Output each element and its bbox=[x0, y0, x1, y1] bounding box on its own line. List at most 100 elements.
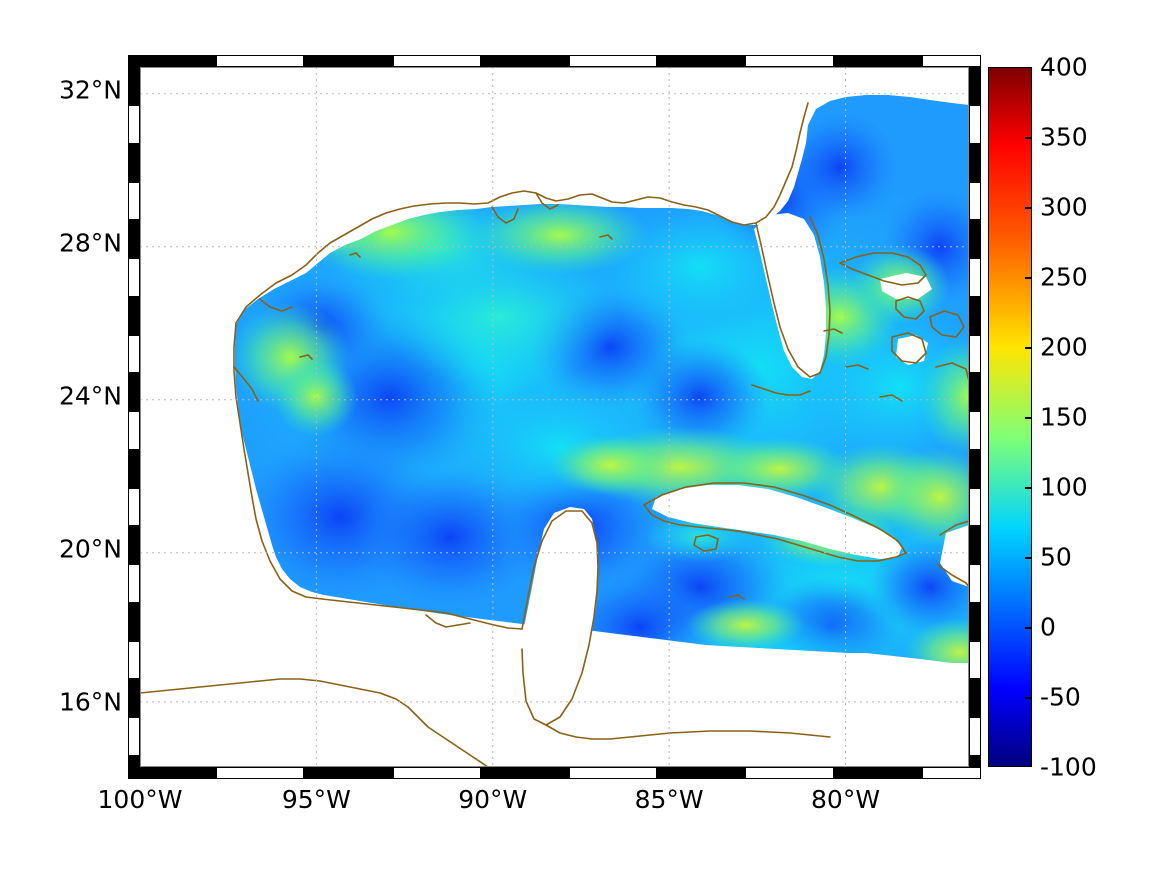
longitude-tick-label: 85°W bbox=[634, 785, 704, 814]
map-frame-segment bbox=[969, 373, 981, 412]
longitude-tick-label: 80°W bbox=[811, 785, 881, 814]
map-frame-top bbox=[128, 55, 981, 67]
colorbar-tick-mark bbox=[1025, 627, 1032, 629]
map-frame-segment bbox=[969, 258, 981, 297]
colorbar-tick-mark bbox=[1025, 557, 1032, 559]
map-frame-segment bbox=[128, 717, 140, 756]
map-frame-right bbox=[969, 67, 981, 767]
map-frame-segment bbox=[128, 105, 140, 144]
colorbar-tick-label: -50 bbox=[1040, 682, 1081, 712]
map-frame-segment bbox=[969, 296, 981, 335]
map-frame-segment bbox=[128, 143, 140, 182]
map-frame-segment bbox=[969, 679, 981, 718]
map-frame-segment bbox=[128, 296, 140, 335]
map-frame-segment bbox=[128, 755, 140, 767]
map-frame-segment bbox=[304, 55, 393, 67]
latitude-tick-label: 28°N bbox=[58, 228, 122, 258]
colorbar-tick-label: 100 bbox=[1040, 472, 1088, 502]
ocean-data-raster bbox=[140, 67, 969, 767]
latitude-tick-label: 16°N bbox=[58, 687, 122, 717]
map-frame-segment bbox=[128, 679, 140, 718]
colorbar-tick-label: 50 bbox=[1040, 542, 1072, 572]
map-frame-segment bbox=[128, 767, 217, 779]
map-frame-segment bbox=[128, 258, 140, 297]
map-frame-segment bbox=[128, 449, 140, 488]
colorbar-tick-label: 250 bbox=[1040, 262, 1088, 292]
colorbar-tick-mark bbox=[1025, 417, 1032, 419]
map-frame-segment bbox=[128, 640, 140, 680]
map-frame-segment bbox=[128, 602, 140, 641]
colorbar-tick-label: 0 bbox=[1040, 612, 1056, 642]
map-frame-segment bbox=[969, 717, 981, 756]
colorbar-tick-mark bbox=[1025, 277, 1032, 279]
map-frame-segment bbox=[969, 181, 981, 220]
map-frame-segment bbox=[745, 55, 834, 67]
map-frame-segment bbox=[128, 181, 140, 220]
map-frame-segment bbox=[969, 755, 981, 767]
longitude-tick-label: 100°W bbox=[97, 785, 183, 814]
map-frame-segment bbox=[969, 602, 981, 641]
map-frame-segment bbox=[568, 55, 658, 67]
map-frame-segment bbox=[480, 767, 569, 779]
map-frame-segment bbox=[568, 767, 658, 779]
map-frame-segment bbox=[480, 55, 569, 67]
colorbar-tick-label: 350 bbox=[1040, 122, 1088, 152]
colorbar-tick-mark bbox=[1025, 487, 1032, 489]
map-frame-segment bbox=[969, 143, 981, 182]
map-frame-segment bbox=[969, 487, 981, 526]
colorbar-tick-mark bbox=[1025, 207, 1032, 209]
map-frame-segment bbox=[921, 767, 981, 779]
map-frame-segment bbox=[969, 526, 981, 565]
colorbar[interactable]: -100 -50 0 50 100 150 200 250 300 350 400 bbox=[988, 53, 1097, 782]
map-frame-segment bbox=[969, 640, 981, 680]
map-frame-segment bbox=[216, 55, 305, 67]
map-frame-segment bbox=[128, 334, 140, 373]
colorbar-tick-label: 400 bbox=[1040, 52, 1088, 82]
map-frame-segment bbox=[128, 373, 140, 412]
map-frame-segment bbox=[128, 67, 140, 106]
map-frame-segment bbox=[921, 55, 981, 67]
map-frame-segment bbox=[969, 334, 981, 373]
map-frame-segment bbox=[833, 55, 922, 67]
map-frame-segment bbox=[304, 767, 393, 779]
map-frame-segment bbox=[128, 564, 140, 603]
longitude-tick-label: 95°W bbox=[281, 785, 351, 814]
graticule-gridlines bbox=[140, 67, 969, 767]
colorbar-tick-mark bbox=[1025, 697, 1032, 699]
map-frame-segment bbox=[657, 55, 746, 67]
map-frame-segment bbox=[128, 526, 140, 565]
latitude-tick-label: 24°N bbox=[58, 381, 122, 411]
map-frame-segment bbox=[392, 55, 481, 67]
map-frame-segment bbox=[128, 487, 140, 526]
colorbar-tick-mark bbox=[1025, 137, 1032, 139]
map-frame-segment bbox=[969, 105, 981, 144]
colorbar-tick-label: 200 bbox=[1040, 332, 1088, 362]
map-frame-segment bbox=[969, 411, 981, 450]
map-frame-segment bbox=[969, 220, 981, 259]
colorbar-tick-mark bbox=[1025, 347, 1032, 349]
map-frame-left bbox=[128, 67, 140, 767]
map-frame-segment bbox=[128, 220, 140, 259]
colorbar-tick-label: 150 bbox=[1040, 402, 1088, 432]
map-frame-segment bbox=[392, 767, 481, 779]
coastline-overlay bbox=[140, 102, 969, 767]
colorbar-tick-label: 300 bbox=[1040, 192, 1088, 222]
latitude-tick-label: 20°N bbox=[58, 534, 122, 564]
map-frame-segment bbox=[128, 55, 217, 67]
map-axes[interactable] bbox=[128, 55, 981, 779]
colorbar-gradient bbox=[988, 67, 1032, 767]
map-plot-area bbox=[140, 67, 969, 767]
map-frame-segment bbox=[657, 767, 746, 779]
map-frame-segment bbox=[128, 411, 140, 450]
latitude-tick-label: 32°N bbox=[58, 75, 122, 105]
longitude-tick-label: 90°W bbox=[458, 785, 528, 814]
map-frame-segment bbox=[969, 67, 981, 106]
map-frame-segment bbox=[745, 767, 834, 779]
map-frame-segment bbox=[969, 564, 981, 603]
map-frame-segment bbox=[216, 767, 305, 779]
map-frame-segment bbox=[969, 449, 981, 488]
map-frame-bottom bbox=[128, 767, 981, 779]
map-frame-segment bbox=[833, 767, 922, 779]
colorbar-tick-label: -100 bbox=[1040, 752, 1097, 782]
